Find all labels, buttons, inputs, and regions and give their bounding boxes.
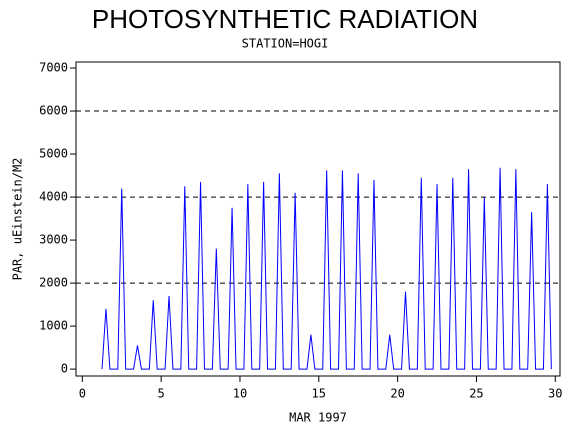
x-tick-label: 10 xyxy=(233,387,247,401)
y-tick-label: 3000 xyxy=(39,233,68,247)
y-tick-label: 0 xyxy=(61,362,68,376)
y-tick-label: 1000 xyxy=(39,319,68,333)
y-tick-label: 5000 xyxy=(39,147,68,161)
x-tick-label: 20 xyxy=(390,387,404,401)
x-tick-label: 25 xyxy=(469,387,483,401)
x-tick-label: 30 xyxy=(548,387,562,401)
y-tick-label: 4000 xyxy=(39,190,68,204)
y-tick-label: 7000 xyxy=(39,61,68,75)
x-tick-label: 0 xyxy=(79,387,86,401)
plot-frame xyxy=(75,61,561,377)
y-tick-label: 2000 xyxy=(39,276,68,290)
y-axis-label: PAR, uEinstein/M2 xyxy=(11,158,25,281)
chart-subtitle: STATION=HOGI xyxy=(242,37,329,51)
x-tick-label: 15 xyxy=(312,387,326,401)
chart-title: PHOTOSYNTHETIC RADIATION xyxy=(92,4,478,34)
x-axis-label: MAR 1997 xyxy=(289,411,347,425)
data-line xyxy=(101,167,552,370)
y-tick-label: 6000 xyxy=(39,104,68,118)
x-tick-label: 5 xyxy=(158,387,165,401)
